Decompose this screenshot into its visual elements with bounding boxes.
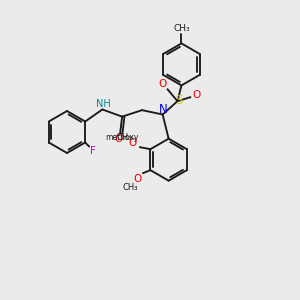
Text: O: O [114,134,122,144]
Text: O: O [134,174,142,184]
Text: O: O [158,79,166,89]
Text: methoxy: methoxy [105,133,138,142]
Text: S: S [175,94,182,107]
Text: CH₃: CH₃ [173,24,190,33]
Text: N: N [159,103,168,116]
Text: CH₃: CH₃ [122,183,138,192]
Text: O: O [192,90,201,100]
Text: F: F [90,146,96,155]
Text: O: O [129,138,137,148]
Text: CH₃: CH₃ [117,133,133,142]
Text: NH: NH [96,100,111,110]
